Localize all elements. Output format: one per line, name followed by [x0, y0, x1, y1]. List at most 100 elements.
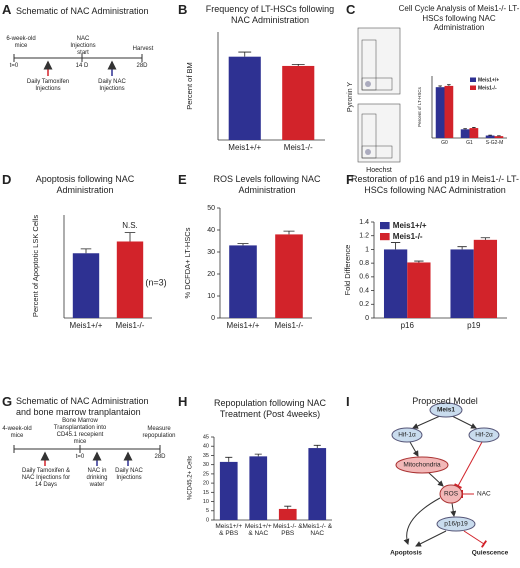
axis-label: Hoechst	[366, 167, 392, 174]
y-tick-label: 20	[207, 271, 215, 278]
label: 4-week-old mice	[2, 426, 32, 439]
error-bar	[225, 456, 233, 462]
x-tick-label: Meis1-/-	[274, 321, 304, 330]
y-tick-label: 40	[203, 444, 209, 450]
bar	[383, 249, 408, 318]
y-tick-label: 10	[207, 293, 215, 300]
y-tick-label: 45	[203, 434, 209, 440]
error-bar	[447, 84, 451, 86]
y-tick-label: 0	[206, 517, 209, 523]
y-tick-label: 15	[203, 490, 209, 496]
panel-letter: H	[178, 394, 188, 409]
error-bar	[291, 64, 305, 66]
x-tick-label: Meis1+/+ & NAC	[244, 523, 272, 538]
y-axis-label: Percent of LT-HSCs	[417, 86, 422, 126]
label: NAC in drinking water	[86, 468, 108, 488]
panel-letter: C	[346, 2, 356, 17]
y-axis-label: Fold Difference	[343, 245, 352, 296]
legend-label: Meis1-/-	[478, 85, 497, 91]
error-bar	[254, 453, 262, 457]
bar	[308, 448, 327, 520]
error-bar	[457, 246, 467, 250]
y-axis-label: % DCFDA+ LT-HSCs	[183, 227, 192, 298]
bar	[494, 136, 504, 138]
label: t=0	[9, 63, 19, 69]
label: Measure repopulation	[142, 426, 176, 439]
error-bar	[80, 248, 92, 254]
label: Harvest	[132, 46, 154, 52]
panel-letter: F	[346, 172, 354, 187]
bar	[485, 135, 495, 138]
x-tick-label: G0	[441, 140, 448, 146]
node-label: Hif-1α	[398, 432, 416, 439]
bar	[219, 461, 238, 520]
y-tick-label: 10	[203, 499, 209, 505]
error-bar	[438, 85, 442, 88]
bar	[275, 234, 303, 318]
bar	[278, 508, 297, 520]
x-tick-label: Meis1-/-	[283, 143, 313, 152]
y-tick-label: 0.4	[359, 287, 369, 294]
y-tick-label: 0	[365, 315, 369, 322]
annotation: N.S.	[122, 221, 138, 230]
error-bar	[238, 51, 252, 57]
bar	[469, 128, 479, 138]
node-label: Hif-2α	[475, 432, 493, 439]
bar	[444, 85, 454, 138]
chart-title: ROS Levels following NAC Administration	[213, 174, 321, 195]
bar	[249, 456, 268, 520]
error-bar	[284, 505, 292, 509]
error-bar	[313, 444, 321, 449]
label: Daily NAC Injections	[98, 79, 126, 92]
y-axis-label: Percent of Apoptotic LSK Cells	[31, 215, 40, 317]
bar	[116, 241, 144, 318]
y-tick-label: 5	[206, 508, 209, 514]
node-label: ROS	[444, 491, 459, 498]
flow-plots	[357, 27, 401, 163]
legend-label: Meis1+/+	[393, 221, 427, 230]
label: 28D	[136, 63, 148, 69]
x-tick-label: Meis1-/- & PBS	[272, 523, 303, 538]
x-tick-label: p19	[467, 321, 481, 330]
label: Daily NAC Injections	[115, 468, 143, 481]
bar	[72, 253, 100, 318]
y-tick-label: 40	[207, 227, 215, 234]
label: 28D	[154, 454, 166, 460]
y-tick-label: 1.4	[359, 219, 369, 226]
y-tick-label: 1	[365, 246, 369, 253]
legend-swatch	[380, 233, 390, 241]
panel-letter: I	[346, 394, 350, 409]
panel-letter: D	[2, 172, 12, 187]
timeline-g	[13, 445, 161, 466]
label: Daily Tamoxifen & NAC Injections for 14 …	[21, 468, 71, 488]
y-tick-label: 30	[203, 462, 209, 468]
bar	[228, 56, 261, 140]
chart-title: Frequency of LT-HSCs following NAC Admin…	[205, 4, 335, 25]
chart-title: Restoration of p16 and p19 in Meis1-/- L…	[351, 174, 519, 195]
label: 6-week-old mice	[6, 36, 36, 49]
error-bar	[390, 242, 401, 250]
chart-title: Repopulation following NAC Treatment (Po…	[213, 398, 327, 419]
bar	[407, 262, 431, 318]
x-tick-label: p16	[400, 321, 414, 330]
panel-title: Proposed Model	[412, 396, 478, 406]
error-bar	[480, 237, 491, 240]
node-label: Mitochondria	[403, 462, 441, 469]
label: Daily Tamoxifen Injections	[26, 79, 70, 92]
y-tick-label: 0.6	[359, 274, 369, 281]
x-tick-label: Meis1+/+ & PBS	[215, 523, 243, 538]
legend-label: Meis1+/+	[478, 77, 499, 83]
model-diagram: Meis1 Hif-1α Hif-2α Mitochondria ROS NAC…	[390, 402, 509, 557]
panel-letter: B	[178, 2, 188, 17]
legend-swatch	[470, 77, 476, 82]
panel-letter: E	[178, 172, 187, 187]
bar	[460, 129, 470, 138]
error-bar	[283, 230, 295, 235]
x-tick-label: S-G2-M	[485, 140, 504, 146]
x-tick-label: G1	[466, 140, 473, 146]
panel-letter: G	[2, 394, 13, 409]
label: Bone Marrow Transplantation into CD45.1 …	[53, 418, 107, 445]
node-label: Quiescence	[472, 550, 509, 557]
